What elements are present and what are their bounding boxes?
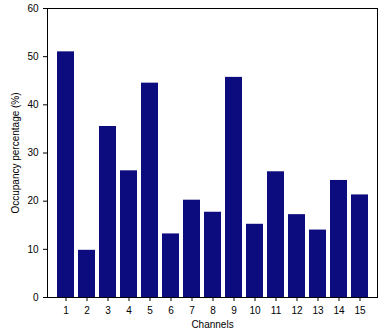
svg-text:2: 2 [84,305,90,316]
svg-text:20: 20 [27,195,39,206]
svg-text:12: 12 [291,305,303,316]
svg-text:8: 8 [210,305,216,316]
svg-text:10: 10 [249,305,261,316]
svg-text:Occupancy percentage (%): Occupancy percentage (%) [10,92,21,213]
svg-text:30: 30 [27,147,39,158]
svg-text:1: 1 [63,305,69,316]
svg-text:10: 10 [27,244,39,255]
svg-text:Channels: Channels [191,319,233,330]
svg-text:3: 3 [105,305,111,316]
svg-text:40: 40 [27,99,39,110]
svg-text:6: 6 [168,305,174,316]
svg-text:7: 7 [189,305,195,316]
svg-text:15: 15 [354,305,366,316]
svg-text:11: 11 [271,305,282,316]
svg-text:5: 5 [147,305,153,316]
svg-text:9: 9 [231,305,237,316]
svg-text:13: 13 [312,305,324,316]
svg-text:0: 0 [33,292,39,303]
svg-text:50: 50 [27,51,39,62]
svg-text:60: 60 [27,3,39,14]
svg-text:14: 14 [333,305,345,316]
svg-text:4: 4 [126,305,132,316]
